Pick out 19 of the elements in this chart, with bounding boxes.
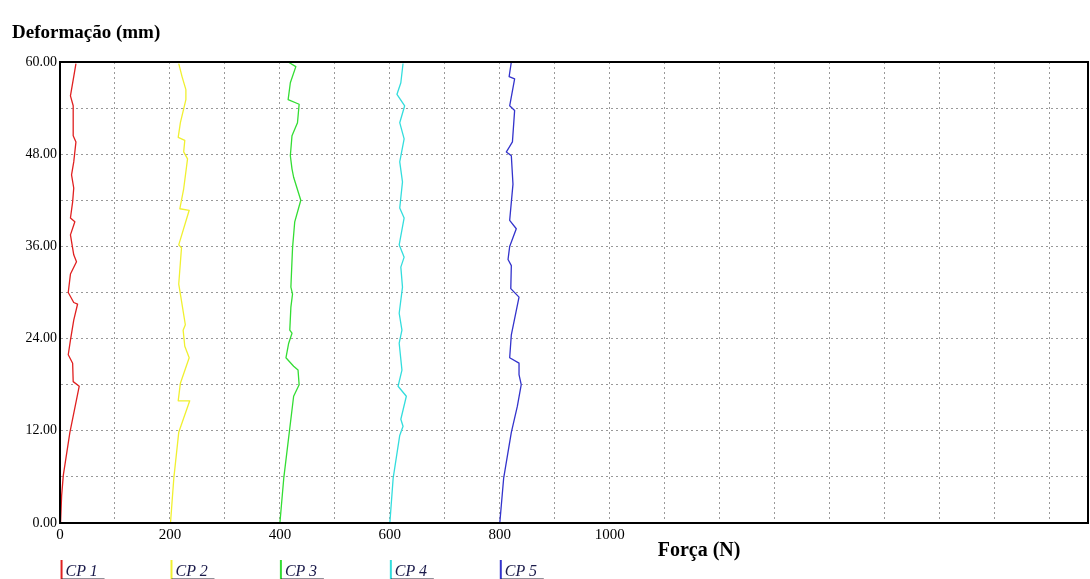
- x-tick-label: 1000: [594, 525, 625, 542]
- y-tick-label: 48.00: [25, 145, 57, 161]
- y-axis-title: Deformação (mm): [12, 21, 161, 43]
- y-tick-label: 12.00: [25, 422, 57, 438]
- legend-label: CP 1: [65, 562, 98, 579]
- legend-label: CP 4: [394, 562, 427, 579]
- legend-label: CP 5: [504, 562, 537, 579]
- x-tick-label: 600: [378, 525, 402, 542]
- legend-label: CP 2: [175, 562, 208, 579]
- x-tick-label: 400: [268, 525, 292, 542]
- x-tick-label: 0: [56, 525, 64, 542]
- x-axis-title: Força (N): [657, 538, 741, 561]
- x-tick-label: 200: [158, 525, 182, 542]
- legend-label: CP 3: [284, 562, 318, 579]
- x-tick-label: 800: [488, 525, 512, 542]
- y-tick-label: 36.00: [25, 238, 57, 254]
- y-tick-label: 0.00: [32, 514, 57, 530]
- y-tick-label: 24.00: [25, 330, 57, 346]
- y-tick-label: 60.00: [25, 53, 57, 69]
